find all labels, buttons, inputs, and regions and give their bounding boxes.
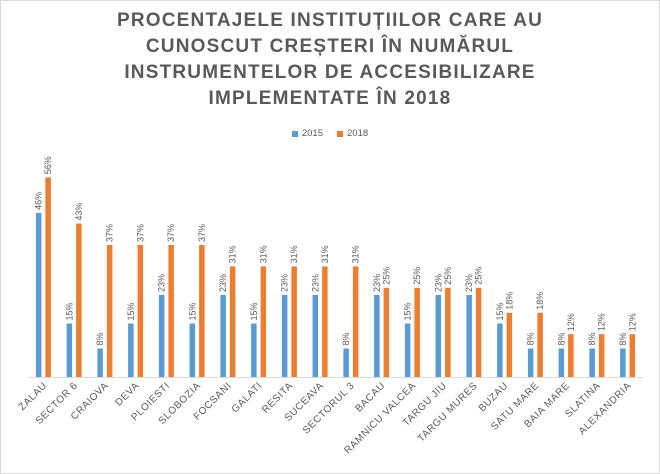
- bar-2018-zalau: [45, 177, 51, 377]
- data-label-2018: 25%: [412, 267, 422, 285]
- bar-2015-satu-mare: [527, 348, 534, 377]
- data-label-2015: 8%: [526, 332, 536, 345]
- data-label-2018: 31%: [289, 245, 299, 263]
- bar-2018-alexandria: [629, 334, 636, 377]
- data-label-2015: 15%: [187, 302, 197, 320]
- data-label-2015: 15%: [495, 302, 505, 320]
- data-label-2018: 25%: [443, 267, 453, 285]
- data-label-2015: 23%: [372, 274, 382, 292]
- data-label-2015: 23%: [310, 274, 320, 292]
- legend: 2015 2018: [0, 128, 660, 139]
- chart-title-line: PROCENTAJELE INSTITUȚIILOR CARE AU: [116, 10, 544, 31]
- bar-2015-baia-mare: [558, 348, 565, 377]
- bar-2018-resita: [291, 266, 297, 377]
- bar-2018-ramnicu-valcea: [414, 287, 420, 377]
- data-label-2015: 15%: [403, 302, 413, 320]
- bar-2018-deva: [137, 245, 144, 377]
- bar-2018-slobozia: [199, 245, 205, 377]
- data-label-2018: 37%: [197, 224, 207, 242]
- bar-2018-slatina: [598, 334, 605, 377]
- bar-2015-focsani: [220, 295, 226, 377]
- bar-2015-craiova: [97, 348, 103, 377]
- bar-2015-slatina: [589, 348, 595, 377]
- legend-label-2015: 2015: [301, 128, 323, 139]
- data-label-2018: 31%: [228, 245, 238, 263]
- data-label-2018: 25%: [474, 267, 484, 285]
- data-label-2018: 31%: [351, 245, 361, 263]
- chart-title-line: INSTRUMENTELOR DE ACCESIBILIZARE: [124, 62, 536, 83]
- bar-2015-ramnicu-valcea: [404, 323, 411, 377]
- data-label-2015: 23%: [280, 274, 290, 292]
- data-label-2015: 15%: [126, 302, 136, 320]
- bar-2018-targu-mures: [475, 287, 482, 377]
- bar-2015-bacau: [374, 295, 380, 377]
- chart-title: PROCENTAJELE INSTITUȚIILOR CARE AU CUNOS…: [60, 8, 600, 112]
- data-label-2015: 8%: [618, 332, 628, 345]
- bar-2018-focsani: [229, 266, 236, 377]
- data-label-2015: 15%: [249, 302, 259, 320]
- bar-2015-galati: [251, 323, 257, 377]
- data-label-2015: 8%: [556, 332, 566, 345]
- bar-2018-sector-6: [76, 223, 82, 377]
- bar-2015-suceava: [312, 295, 319, 377]
- data-label-2015: 23%: [157, 274, 167, 292]
- bar-2018-baia-mare: [568, 334, 574, 377]
- data-label-2018: 18%: [535, 292, 545, 310]
- legend-swatch-2015: [291, 130, 298, 137]
- bar-2018-craiova: [106, 245, 113, 377]
- data-label-2015: 15%: [64, 302, 74, 320]
- data-label-2015: 23%: [464, 274, 474, 292]
- data-label-2018: 31%: [320, 245, 330, 263]
- bar-2018-satu-mare: [537, 312, 543, 377]
- legend-swatch-2018: [337, 130, 343, 137]
- bar-2018-suceava: [322, 266, 328, 377]
- data-label-2015: 8%: [341, 332, 351, 345]
- bar-2015-targu-mures: [466, 295, 472, 377]
- data-label-2015: 23%: [433, 274, 443, 292]
- x-tick-label: TARGU MURES: [416, 380, 480, 444]
- data-label-2018: 18%: [504, 292, 514, 310]
- bar-2018-bacau: [383, 287, 390, 377]
- bar-2018-galati: [260, 266, 267, 377]
- legend-item-2018: 2018: [337, 128, 368, 139]
- data-label-2018: 25%: [381, 267, 391, 285]
- data-label-2018: 37%: [105, 224, 115, 242]
- bar-2015-slobozia: [189, 323, 196, 377]
- bar-2015-buzau: [497, 323, 503, 377]
- bar-2018-targu-jiu: [445, 287, 451, 377]
- bar-2015-sector-6: [66, 323, 73, 377]
- data-label-2018: 12%: [597, 313, 607, 331]
- bar-2015-deva: [128, 323, 134, 377]
- chart-title-line: IMPLEMENTATE ÎN 2018: [208, 88, 452, 109]
- data-label-2018: 37%: [135, 224, 145, 242]
- data-label-2018: 12%: [627, 313, 637, 331]
- data-label-2018: 31%: [258, 245, 268, 263]
- bar-2015-targu-jiu: [435, 295, 442, 377]
- data-label-2018: 43%: [74, 203, 84, 221]
- bar-2015-sectorul-3: [343, 348, 349, 377]
- bar-2015-alexandria: [620, 348, 626, 377]
- bar-2018-ploiesti: [168, 245, 174, 377]
- data-label-2018: 12%: [566, 313, 576, 331]
- bar-2015-resita: [281, 295, 288, 377]
- data-label-2015: 8%: [587, 332, 597, 345]
- x-tick-label: DEVA: [114, 380, 142, 408]
- legend-item-2015: 2015: [291, 128, 323, 139]
- data-label-2015: 8%: [95, 332, 105, 345]
- data-label-2018: 37%: [166, 224, 176, 242]
- data-label-2015: 46%: [34, 192, 44, 210]
- chart-title-line: CUNOSCUT CREȘTERI ÎN NUMĂRUL: [145, 36, 515, 57]
- bar-2015-zalau: [35, 212, 42, 377]
- bar-2018-buzau: [506, 312, 513, 377]
- bar-2018-sectorul-3: [352, 266, 359, 377]
- data-label-2015: 23%: [218, 274, 228, 292]
- bar-2015-ploiesti: [158, 295, 165, 377]
- data-label-2018: 56%: [43, 156, 53, 174]
- legend-label-2018: 2018: [347, 128, 369, 139]
- x-tick-label: GALATI: [230, 380, 265, 415]
